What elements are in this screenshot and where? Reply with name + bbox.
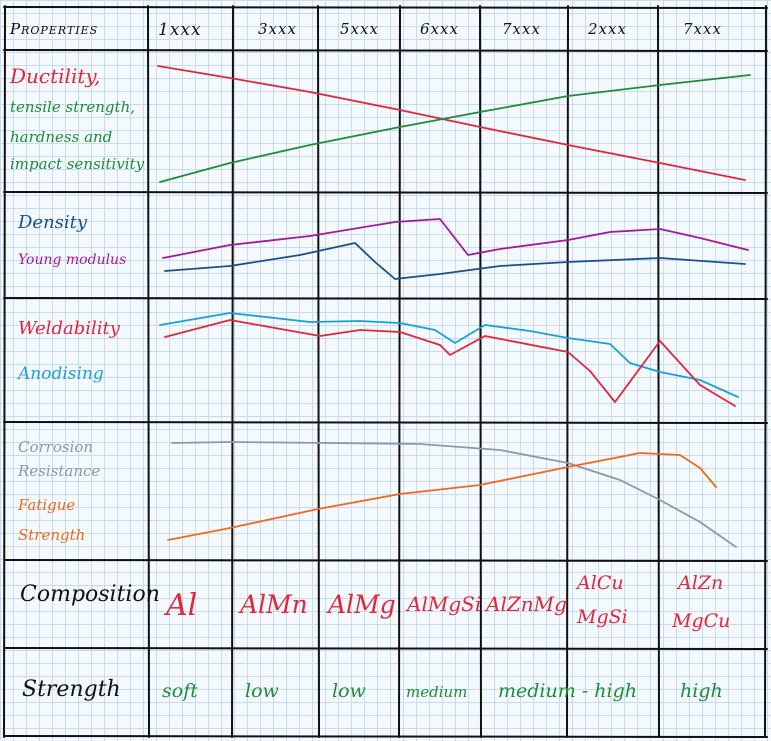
strength-6xxx: medium	[406, 683, 468, 701]
strength-3xxx: low	[245, 680, 279, 702]
label-composition: Composition	[20, 582, 160, 607]
label-weldability: Weldability	[18, 318, 120, 339]
row-line	[3, 421, 768, 424]
row-line	[3, 559, 768, 562]
header-series-7xxx-b: 7xxx	[683, 20, 722, 38]
label-ductility: Ductility,	[10, 64, 101, 88]
strength-7xxx-b: high	[680, 680, 723, 702]
composition-7xxx: AlZnMg	[486, 592, 567, 616]
column-line	[3, 5, 6, 738]
composition-5xxx: AlMg	[328, 590, 396, 619]
label-density: Density	[18, 212, 88, 233]
header-properties: Properties	[10, 20, 99, 38]
column-line	[398, 5, 401, 738]
label-hardness: hardness and	[10, 128, 113, 146]
row-line	[3, 6, 768, 9]
row-line	[3, 297, 768, 300]
composition-1xxx: Al	[166, 588, 198, 623]
composition-2xxx-line1: AlCu	[577, 572, 624, 594]
header-series-6xxx: 6xxx	[420, 20, 459, 38]
density-curve	[164, 242, 746, 280]
composition-7xxx-b-line2: MgCu	[672, 610, 731, 632]
strength-7xxx-2xxx: medium - high	[498, 680, 637, 702]
label-impact-sensitivity: impact sensitivity	[10, 155, 145, 173]
label-anodising: Anodising	[18, 364, 104, 384]
header-series-1xxx: 1xxx	[158, 20, 202, 40]
property-curves	[157, 65, 751, 548]
column-line	[764, 5, 767, 738]
composition-6xxx: AlMgSi	[407, 592, 482, 616]
label-young-modulus: Young modulus	[18, 252, 127, 268]
header-series-3xxx: 3xxx	[258, 20, 297, 38]
header-series-5xxx: 5xxx	[340, 20, 379, 38]
column-line	[317, 5, 320, 738]
header-series-7xxx: 7xxx	[502, 20, 541, 38]
label-strength-fatigue: Strength	[18, 526, 86, 544]
strength-1xxx: soft	[162, 680, 198, 702]
anodising-curve	[159, 312, 739, 398]
label-resistance: Resistance	[18, 462, 101, 480]
row-line	[3, 735, 768, 738]
label-fatigue: Fatigue	[18, 496, 76, 514]
composition-3xxx: AlMn	[240, 590, 308, 619]
row-line	[3, 49, 768, 52]
tensile-strength-curve	[159, 74, 751, 183]
weldability-curve	[164, 319, 736, 407]
fatigue-strength-curve	[167, 452, 717, 541]
corrosion-resistance-curve	[171, 441, 737, 548]
composition-7xxx-b-line1: AlZn	[678, 572, 724, 594]
column-line	[566, 5, 569, 738]
young-modulus-curve	[162, 218, 749, 259]
column-line	[231, 5, 234, 738]
label-corrosion: Corrosion	[18, 438, 94, 456]
label-tensile-strength: tensile strength,	[10, 98, 135, 116]
ductility-curve	[157, 65, 746, 181]
strength-5xxx: low	[332, 680, 366, 702]
column-line	[147, 5, 150, 738]
column-line	[479, 5, 482, 738]
row-line	[3, 191, 768, 194]
row-line	[3, 647, 768, 650]
composition-2xxx-line2: MgSi	[577, 606, 628, 628]
header-series-2xxx: 2xxx	[588, 20, 627, 38]
label-strength: Strength	[22, 677, 121, 702]
